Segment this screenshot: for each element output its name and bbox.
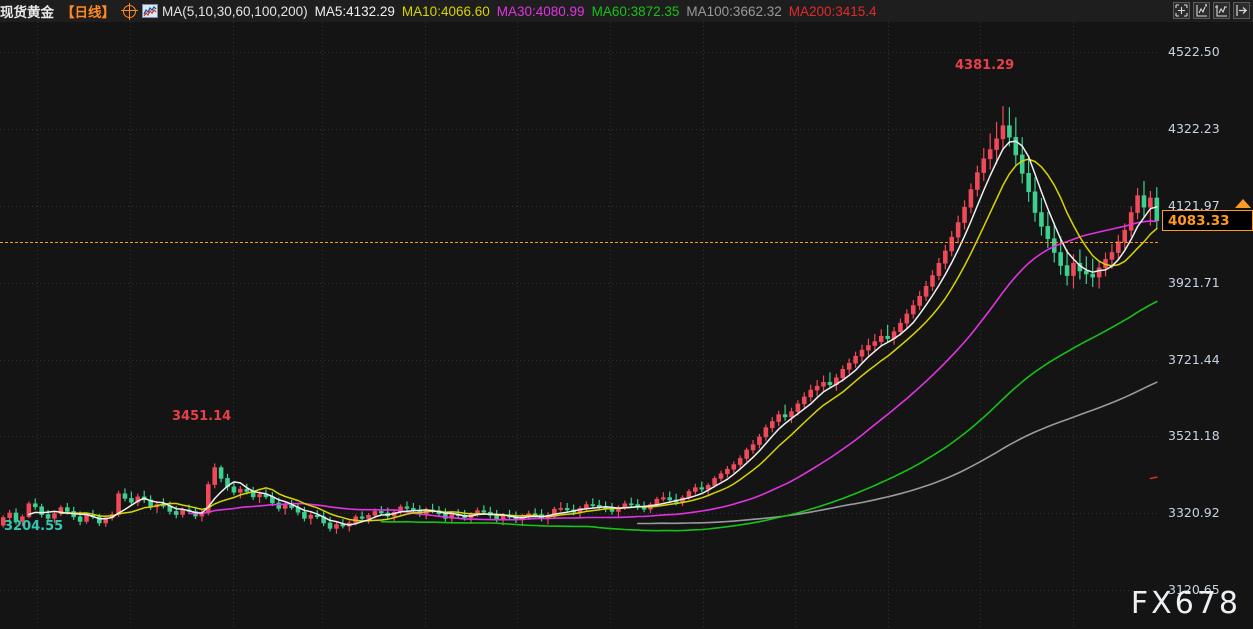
ma5-value: MA5:4132.29 <box>314 3 395 19</box>
watermark: FX678 <box>1130 586 1241 621</box>
chart-header: 现货黄金 【日线】 MA(5,10,30,60,100,200) MA5:413… <box>0 0 1253 22</box>
period-label: 【日线】 <box>61 5 115 20</box>
shift-right-icon[interactable] <box>1233 2 1250 19</box>
gridline-v <box>233 22 234 629</box>
gridline-v <box>888 22 889 629</box>
price-tick: 4522.50 <box>1168 43 1220 59</box>
price-tick: 4322.23 <box>1168 120 1220 136</box>
price-tick: 4121.97 <box>1168 197 1220 213</box>
gridline-h <box>0 590 1160 592</box>
gridline-v <box>517 22 518 629</box>
gridline-h <box>0 205 1160 207</box>
zoom-in-chart-icon[interactable] <box>1213 2 1230 19</box>
ma10-value: MA10:4066.60 <box>401 3 490 19</box>
current-price-line <box>0 242 1160 244</box>
candlestick-canvas <box>0 106 1160 534</box>
ma60-value: MA60:3872.35 <box>591 3 680 19</box>
ma-definition-label: MA(5,10,30,60,100,200) <box>162 3 308 19</box>
price-tick: 3721.44 <box>1168 351 1220 367</box>
crosshair-icon[interactable] <box>121 2 138 20</box>
price-tick: 3320.92 <box>1168 505 1220 521</box>
high-label: 4381.29 <box>955 58 1015 73</box>
gridline-v <box>795 22 796 629</box>
gridline-h <box>0 282 1160 284</box>
zoom-out-chart-icon[interactable] <box>1193 2 1210 19</box>
low-label: 3204.55 <box>4 519 64 534</box>
ma200-value: MA200:3415.4 <box>788 3 877 19</box>
ma100-value: MA100:3662.32 <box>686 3 782 19</box>
price-tick: 3120.65 <box>1168 582 1220 598</box>
gridline-v <box>610 22 611 629</box>
gridline-v <box>980 22 981 629</box>
chart-toolbar[interactable] <box>1173 2 1250 19</box>
price-axis[interactable]: 4083.33 4522.50 4322.23 4121.97 3921.71 3721… <box>1160 22 1253 629</box>
chart-plot-area[interactable] <box>0 22 1160 629</box>
price-tick: 3521.18 <box>1168 428 1220 444</box>
symbol-label: 现货黄金 <box>0 5 54 21</box>
ma30-value: MA30:4080.99 <box>496 3 585 19</box>
mini-chart-icon[interactable] <box>142 4 158 18</box>
peak-label: 3451.14 <box>172 409 232 424</box>
price-tick: 3921.71 <box>1168 274 1220 290</box>
gridline-v <box>1073 22 1074 629</box>
gridline-h <box>0 51 1160 53</box>
gridline-h <box>0 128 1160 130</box>
gridline-h <box>0 436 1160 438</box>
gridline-h <box>0 359 1160 361</box>
gridline-v <box>322 22 323 629</box>
gridline-v <box>37 22 38 629</box>
last-price-tag[interactable]: 4083.33 <box>1162 210 1253 232</box>
gridline-v <box>130 22 131 629</box>
last-price-arrow <box>1235 199 1251 209</box>
fit-screen-icon[interactable] <box>1173 2 1190 19</box>
gridline-v <box>703 22 704 629</box>
gridline-v <box>425 22 426 629</box>
